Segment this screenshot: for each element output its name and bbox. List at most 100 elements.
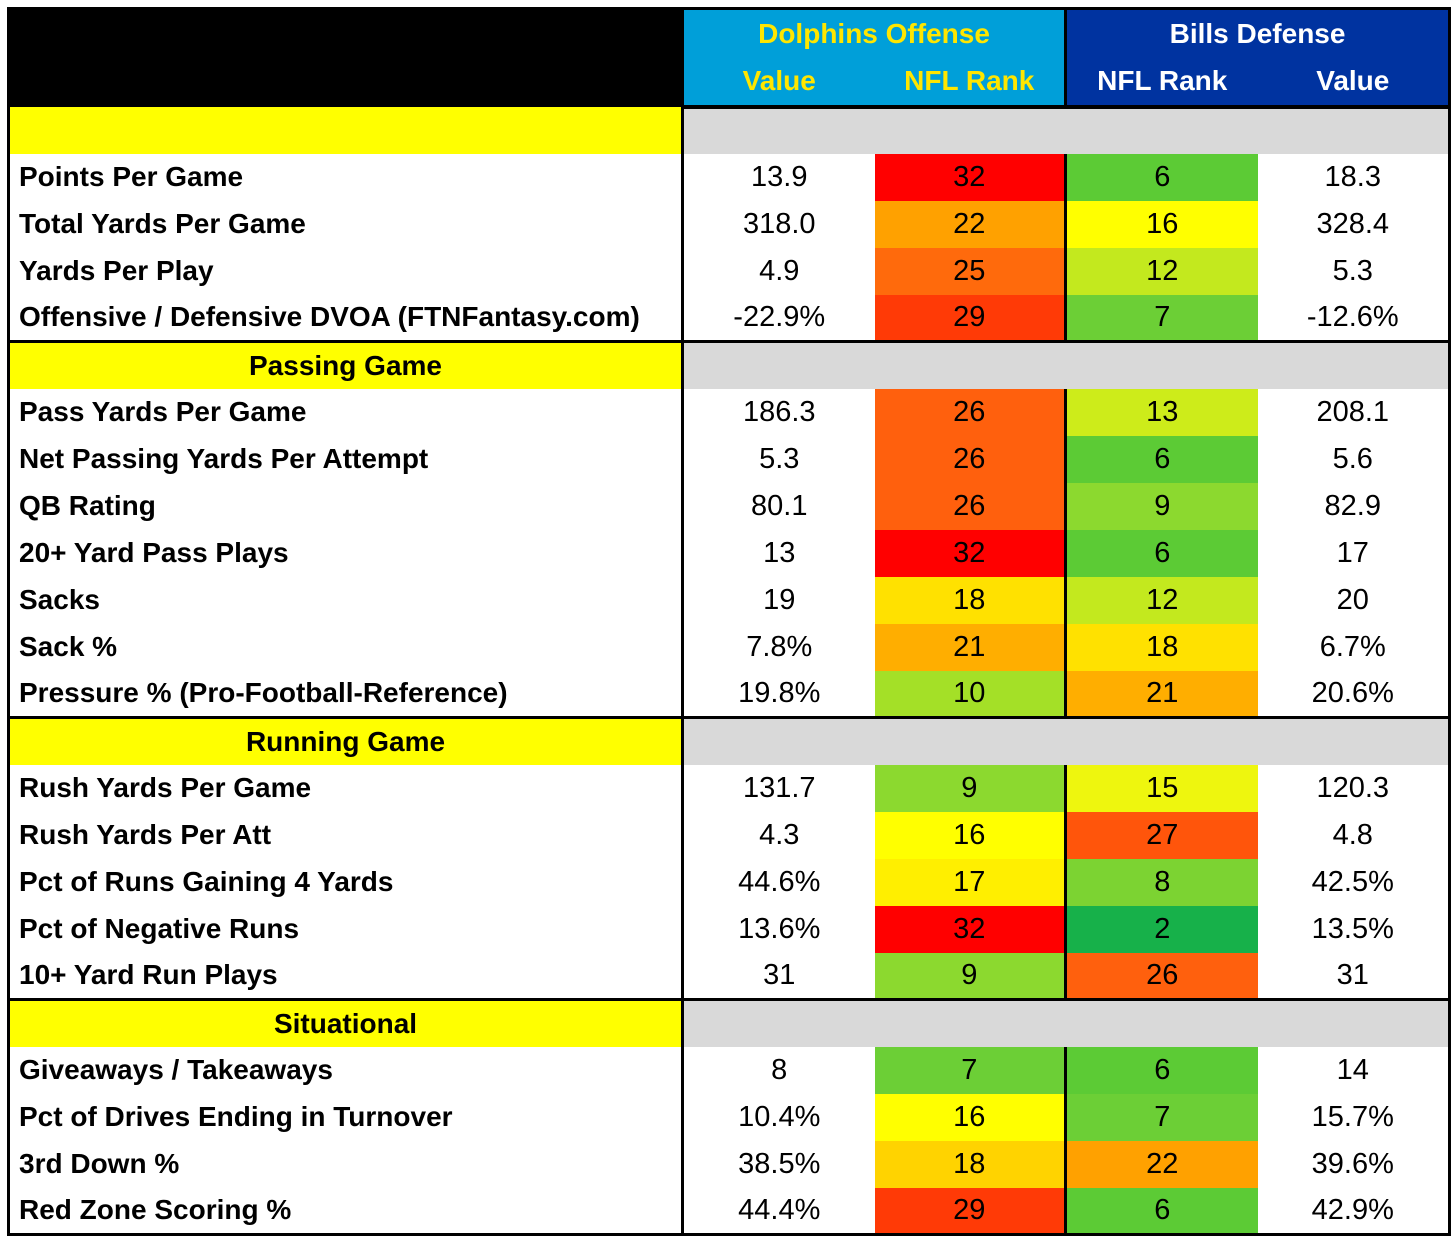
offense-rank: 32 [874,905,1068,953]
offense-rank: 32 [874,529,1068,577]
stat-label: Pct of Negative Runs [8,905,684,953]
stat-label: Rush Yards Per Att [8,811,684,859]
defense-value: 6.7% [1319,630,1386,663]
defense-rank: 12 [1065,247,1258,295]
stat-label: 10+ Yard Run Plays [8,952,684,1001]
table-row: Giveaways / Takeaways 8 7 6 14 [8,1046,1450,1094]
offense-rank: 7 [874,1046,1068,1094]
stats-comparison-sheet: Dolphins Offense Bills Defense Value NFL… [7,7,1452,1249]
defense-rank: 18 [1065,623,1258,671]
stat-label: 20+ Yard Pass Plays [8,529,684,577]
defense-value: 13.5% [1311,912,1394,945]
stat-label: Offensive / Defensive DVOA (FTNFantasy.c… [8,294,684,343]
defense-rank: 13 [1065,388,1258,436]
section-filler [682,106,1450,154]
offense-rank: 26 [874,388,1068,436]
section-header: Running Game [8,717,1450,765]
offense-value: 44.6% [738,865,821,898]
offense-value: 44.4% [738,1193,821,1226]
offense-rank: 29 [874,294,1068,343]
table-row: Total Yards Per Game 318.0 22 16 328.4 [8,200,1450,248]
offense-value: 7.8% [746,630,813,663]
defense-value: 20.6% [1257,670,1450,719]
stat-label: Pct of Drives Ending in Turnover [8,1093,684,1141]
stat-label: Points Per Game [8,153,684,201]
section-header: Passing Game [8,341,1450,389]
section-filler [682,341,1450,389]
table-row: Offensive / Defensive DVOA (FTNFantasy.c… [8,294,1450,343]
offense-value: 4.9 [759,254,800,287]
stat-label: Pressure % (Pro-Football-Reference) [8,670,684,719]
section-filler [682,717,1450,765]
defense-rank: 7 [1065,1093,1258,1141]
offense-rank: 26 [874,482,1068,530]
stat-label: 3rd Down % [8,1140,684,1188]
defense-rank: 7 [1065,294,1258,343]
defense-rank: 15 [1065,764,1258,812]
defense-rank: 6 [1065,435,1258,483]
offense-value: -22.9% [682,294,875,343]
defense-value: 39.6% [1311,1147,1394,1180]
defense-value: 5.6 [1332,442,1373,475]
table-row: 20+ Yard Pass Plays 13 32 6 17 [8,529,1450,577]
offense-value: 31 [682,952,875,1001]
section-header [8,106,1450,154]
section-title: Passing Game [8,341,684,389]
defense-rank: 6 [1065,1046,1258,1094]
defense-rank: 6 [1065,153,1258,201]
offense-rank: 18 [874,576,1068,624]
bills-defense-title: Bills Defense [1065,8,1450,58]
defense-value: 20 [1336,583,1369,616]
defense-value: 31 [1257,952,1450,1001]
defense-rank: 12 [1065,576,1258,624]
defense-rank: 16 [1065,200,1258,248]
defense-value: 5.3 [1332,254,1373,287]
offense-value: 13.9 [751,160,808,193]
table-row: 10+ Yard Run Plays 31 9 26 31 [8,952,1450,1001]
bills-value-header: Value [1257,57,1450,109]
table-row: Red Zone Scoring % 44.4% 29 6 42.9% [8,1187,1450,1235]
dolphins-offense-title: Dolphins Offense [682,8,1068,58]
defense-rank: 26 [1065,952,1258,1001]
table-row: Points Per Game 13.9 32 6 18.3 [8,153,1450,201]
offense-value: 13 [763,536,796,569]
defense-value: 328.4 [1316,207,1390,240]
stat-label: Total Yards Per Game [8,200,684,248]
offense-value: 186.3 [742,395,816,428]
table-row: Rush Yards Per Att 4.3 16 27 4.8 [8,811,1450,859]
defense-value: 82.9 [1324,489,1381,522]
offense-value: 38.5% [738,1147,821,1180]
stat-label: Pass Yards Per Game [8,388,684,436]
offense-rank: 25 [874,247,1068,295]
section-title [8,106,684,154]
defense-value: 42.5% [1311,865,1394,898]
stat-label: Net Passing Yards Per Attempt [8,435,684,483]
defense-rank: 2 [1065,905,1258,953]
offense-rank: 22 [874,200,1068,248]
section-filler [682,999,1450,1047]
offense-value: 318.0 [742,207,816,240]
offense-rank: 21 [874,623,1068,671]
offense-rank: 32 [874,153,1068,201]
offense-rank: 9 [874,952,1068,1001]
defense-value: -12.6% [1257,294,1450,343]
offense-value: 4.3 [759,818,800,851]
defense-rank: 6 [1065,529,1258,577]
offense-value: 13.6% [738,912,821,945]
offense-rank: 16 [874,1093,1068,1141]
defense-value: 120.3 [1316,771,1390,804]
stat-label: Red Zone Scoring % [8,1187,684,1235]
offense-rank: 26 [874,435,1068,483]
bills-rank-header: NFL Rank [1065,57,1258,109]
defense-value: 208.1 [1316,395,1390,428]
stat-label: Sack % [8,623,684,671]
offense-value: 10.4% [738,1100,821,1133]
table-row: 3rd Down % 38.5% 18 22 39.6% [8,1140,1450,1188]
section-title: Situational [8,999,684,1047]
comparison-table: Dolphins Offense Bills Defense Value NFL… [7,7,1452,1236]
defense-value: 42.9% [1311,1193,1394,1226]
table-row: QB Rating 80.1 26 9 82.9 [8,482,1450,530]
defense-rank: 27 [1065,811,1258,859]
defense-rank: 6 [1065,1187,1258,1235]
defense-value: 18.3 [1324,160,1381,193]
